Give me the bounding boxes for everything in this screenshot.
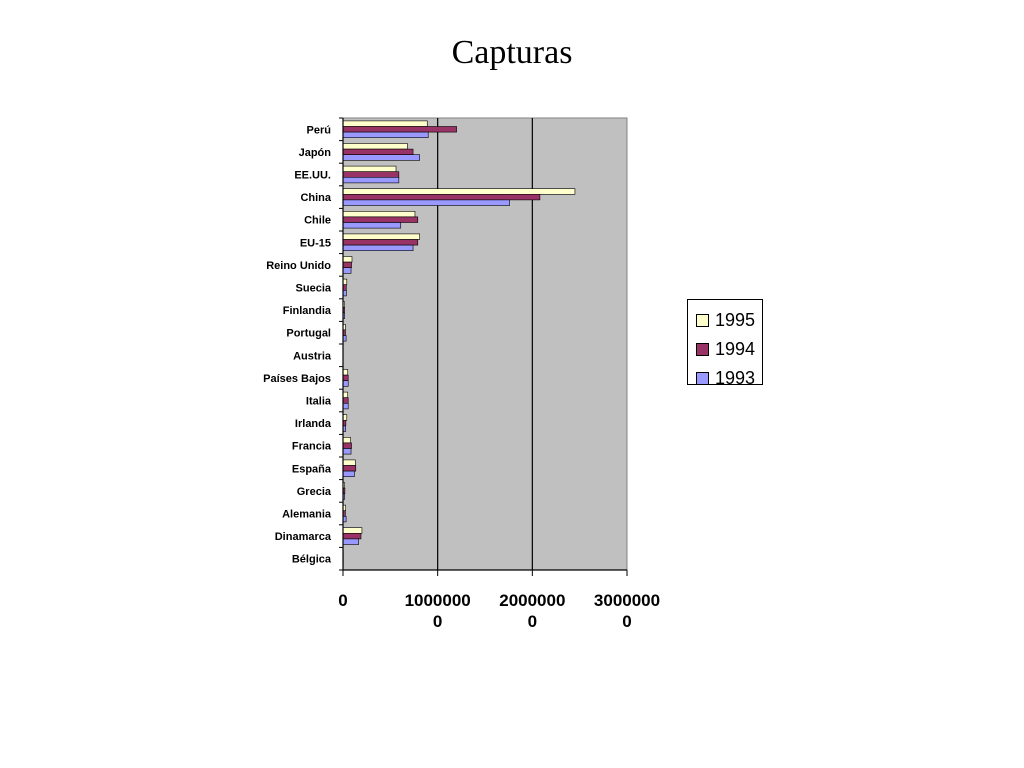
bar-1994-2	[342, 171, 400, 178]
category-label: Países Bajos	[263, 373, 331, 385]
bar-1993-11	[342, 380, 349, 387]
category-label: Irlanda	[295, 418, 332, 430]
bar-1995-1	[342, 143, 408, 150]
bar-1995-6	[342, 256, 353, 263]
x-tick-label-line: 0	[528, 612, 537, 631]
category-label: Reino Unido	[266, 260, 331, 272]
legend-swatch	[696, 372, 709, 385]
bar-1993-15	[342, 470, 355, 478]
bar-1994-1	[342, 148, 414, 156]
chart-title: Capturas	[451, 34, 573, 71]
plot-background	[342, 117, 628, 571]
bar-1995-11	[342, 369, 349, 376]
bar-1995-0	[342, 120, 428, 127]
bar-1994-4	[342, 216, 419, 223]
category-label: Portugal	[286, 328, 331, 340]
bar-1993-14	[342, 448, 352, 455]
x-tick-label-line: 0	[433, 612, 442, 631]
category-label: Grecia	[297, 486, 332, 498]
bar-1993-5	[342, 244, 414, 252]
bar-1994-18	[342, 532, 362, 540]
bar-1993-4	[342, 222, 402, 229]
bar-1994-6	[342, 261, 352, 269]
bar-1995-18	[342, 527, 363, 534]
bar-1994-15	[342, 465, 357, 472]
category-label: Alemania	[282, 509, 332, 521]
x-tick-label: 0	[338, 591, 347, 610]
x-tick-label-line: 3000000	[594, 591, 660, 610]
legend-label: 1994	[715, 339, 756, 359]
plot-area	[342, 117, 628, 571]
bar-1993-0	[342, 131, 429, 139]
x-tick-label-line: 1000000	[405, 591, 471, 610]
bar-1994-3	[342, 194, 541, 201]
category-label: Austria	[293, 350, 332, 362]
y-axis: Perú Japón EE.UU. China Chile EU-15 Reino Unid…	[263, 117, 344, 571]
bar-1995-5	[342, 233, 420, 240]
category-label: Japón	[299, 147, 332, 159]
bar-1995-15	[342, 459, 356, 466]
bar-1994-14	[342, 442, 352, 449]
bar-1993-1	[342, 154, 420, 161]
legend-label: 1995	[715, 310, 756, 330]
category-label: Francia	[292, 441, 332, 453]
category-label: España	[292, 463, 332, 475]
legend-item-1994: 1994	[688, 335, 762, 364]
category-label: Finlandia	[283, 305, 332, 317]
category-label: EE.UU.	[294, 170, 331, 182]
legend-item-1995: 1995	[688, 306, 762, 335]
legend-swatch	[696, 343, 709, 356]
legend-label: 1993	[715, 368, 756, 388]
x-axis: 0 1000000 0 2000000 0 3000000 0	[338, 569, 660, 631]
bars	[342, 120, 576, 568]
bar-1995-14	[342, 436, 351, 444]
x-tick-label-line: 2000000	[499, 591, 565, 610]
bar-1993-6	[342, 267, 352, 274]
bar-1995-3	[342, 188, 576, 195]
x-tick-label: 3000000 0	[594, 591, 660, 631]
category-label: Bélgica	[292, 554, 332, 566]
category-label: China	[300, 192, 331, 204]
category-label: EU-15	[300, 237, 331, 249]
legend: 1995 1994 1993	[687, 299, 763, 388]
bar-1994-0	[342, 126, 457, 133]
category-label: Perú	[307, 124, 331, 136]
x-tick-label-line: 0	[622, 612, 631, 631]
bar-1995-12	[342, 391, 349, 399]
bar-1994-5	[342, 239, 419, 246]
bar-1993-3	[342, 199, 510, 206]
x-tick-label-line: 0	[338, 591, 347, 610]
legend-item-1993: 1993	[688, 364, 762, 393]
legend-swatch	[696, 314, 709, 327]
category-label: Italia	[306, 396, 332, 408]
bar-1993-18	[342, 538, 359, 545]
category-label: Suecia	[296, 283, 332, 295]
category-label: Dinamarca	[275, 531, 332, 543]
x-tick-label: 1000000 0	[405, 591, 471, 631]
category-label: Chile	[304, 215, 331, 227]
bar-1994-12	[342, 397, 349, 404]
x-tick-label: 2000000 0	[499, 591, 565, 631]
bar-1993-2	[342, 177, 400, 184]
bar-1993-12	[342, 402, 349, 410]
bar-1995-4	[342, 211, 416, 218]
bar-1995-2	[342, 165, 397, 173]
bar-1994-11	[342, 374, 349, 382]
